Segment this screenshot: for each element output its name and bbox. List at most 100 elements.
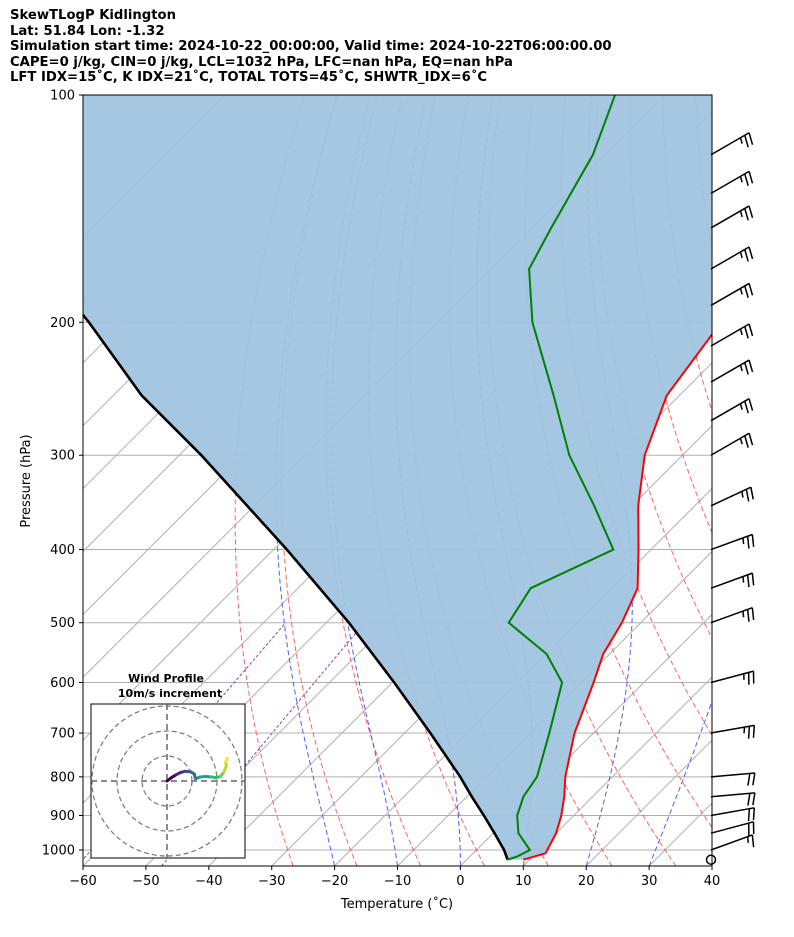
temperature-line — [523, 332, 712, 861]
wind-barb — [710, 572, 755, 589]
barb-flag — [752, 725, 756, 738]
y-tick-label: 600 — [50, 676, 75, 691]
barb-shaft — [710, 486, 752, 507]
inset-plot — [91, 704, 245, 858]
wind-barb — [710, 486, 754, 507]
y-tick-label: 300 — [50, 449, 75, 464]
barb-half-flag — [739, 328, 743, 336]
title-cape: CAPE=0 j/kg, CIN=0 j/kg, LCL=1032 hPa, L… — [10, 54, 513, 70]
hodograph-segment — [224, 756, 229, 764]
inset-ring — [116, 730, 218, 832]
dry-adiabat — [761, 95, 794, 866]
x-axis-title: Temperature (˚C) — [340, 896, 453, 912]
title-block: SkewTLogP Kidlington Lat: 51.84 Lon: -1.… — [10, 8, 612, 86]
parcel-profile-line — [83, 312, 509, 861]
axes: Temperature (˚C) Pressure (hPa) −60 −50 −4… — [19, 89, 720, 913]
y-tick-label: 700 — [50, 727, 75, 742]
wind-barb — [710, 670, 755, 685]
barb-flag — [746, 536, 750, 549]
barb-shaft — [710, 724, 755, 734]
wind-profile-inset: Wind Profile 10m/s increment — [90, 672, 246, 859]
inset-ring — [91, 705, 243, 857]
barb-flag — [744, 173, 749, 187]
moist-adiabat — [775, 95, 794, 866]
wind-barbs — [705, 132, 756, 865]
dry-adiabat — [728, 95, 794, 866]
barb-shaft — [710, 432, 750, 456]
barb-shaft — [710, 246, 750, 270]
wind-barb — [710, 359, 754, 383]
barb-shaft — [710, 533, 753, 551]
wind-barb — [710, 432, 754, 456]
barb-half-flag — [739, 176, 743, 183]
wind-barb — [710, 533, 755, 551]
x-tick-label: −30 — [258, 874, 285, 889]
dewpoint-line — [507, 95, 616, 861]
x-tick-label: −10 — [384, 874, 411, 889]
inset-title-line2: 10m/s increment — [118, 687, 222, 700]
x-tick-label: 30 — [641, 874, 658, 889]
wind-barb — [710, 170, 754, 195]
y-tick-label: 100 — [50, 89, 75, 104]
barb-shaft — [710, 807, 755, 817]
barb-half-flag — [739, 438, 743, 445]
barb-shaft — [710, 792, 755, 798]
wind-barb — [710, 724, 756, 739]
wind-barb — [710, 772, 756, 786]
barb-flag — [748, 359, 754, 373]
y-tick-label: 200 — [50, 316, 75, 331]
x-tick-label: 40 — [704, 874, 721, 889]
dry-adiabat — [662, 95, 712, 413]
barb-flag — [745, 489, 750, 502]
barb-shaft — [710, 834, 753, 851]
barb-shaft — [710, 572, 753, 589]
barb-shaft — [710, 132, 750, 156]
wind-barb — [710, 246, 754, 270]
y-tick-label: 900 — [50, 809, 75, 824]
y-tick-label: 800 — [50, 770, 75, 785]
barb-half-flag — [739, 251, 743, 259]
barb-flag — [747, 808, 751, 822]
barb-flag — [750, 487, 754, 500]
barb-flag — [748, 323, 754, 337]
barb-half-flag — [739, 210, 743, 218]
barb-flag — [744, 326, 749, 339]
barb-flag — [748, 171, 754, 184]
isotherm-line — [711, 865, 712, 866]
barb-flag — [744, 435, 749, 448]
barb-flag — [744, 208, 749, 221]
barb-flag — [752, 792, 756, 806]
barb-flag — [748, 433, 754, 446]
title-location: Lat: 51.84 Lon: -1.32 — [10, 23, 165, 39]
barb-flag — [748, 205, 754, 219]
barb-flag — [747, 793, 751, 806]
x-tick-label: 10 — [515, 874, 532, 889]
x-tick-label: 0 — [456, 874, 464, 889]
wind-barb — [710, 834, 755, 851]
wind-barb — [710, 821, 755, 836]
barb-half-flag — [742, 576, 745, 583]
barb-flag — [744, 362, 749, 375]
title-station: SkewTLogP Kidlington — [10, 8, 176, 23]
barb-shaft — [710, 282, 750, 307]
y-tick-label: 400 — [50, 543, 75, 558]
barb-flag — [746, 609, 750, 622]
barb-half-flag — [739, 364, 743, 372]
barb-flag — [747, 726, 751, 739]
barb-flag — [746, 574, 750, 588]
y-tick-label: 1000 — [42, 844, 75, 859]
moist-adiabat — [648, 699, 712, 866]
barb-flag — [744, 249, 749, 262]
barb-half-flag — [742, 537, 745, 545]
barb-flag — [744, 285, 749, 299]
x-tick-label: −60 — [69, 874, 96, 889]
barb-flag — [744, 135, 749, 148]
barb-flag — [748, 283, 754, 296]
barb-shaft — [710, 323, 750, 347]
wind-barb — [710, 282, 754, 307]
x-tick-label: −40 — [195, 874, 222, 889]
barb-shaft — [710, 821, 754, 834]
barb-flag — [751, 607, 755, 621]
barb-flag — [744, 400, 749, 414]
